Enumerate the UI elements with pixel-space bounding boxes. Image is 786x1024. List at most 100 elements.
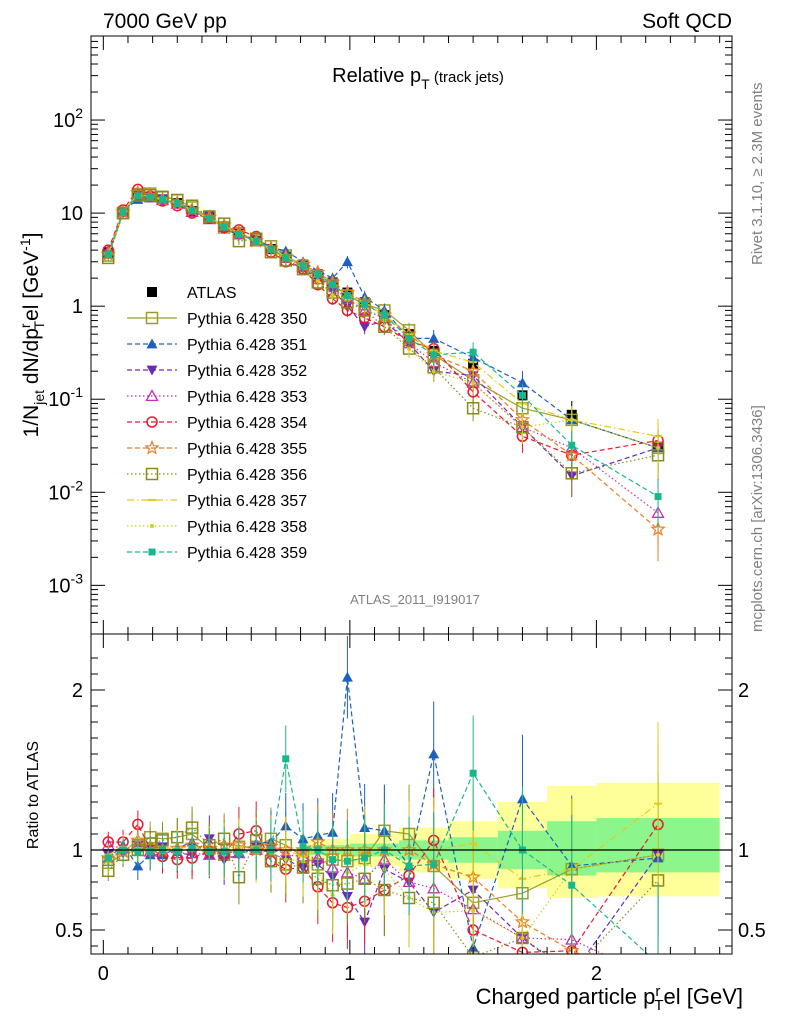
legend-item: Pythia 6.428 352 — [127, 363, 307, 380]
data-point — [158, 196, 166, 204]
rivet-version-text: Rivet 3.1.10, ≥ 2.3M events — [749, 83, 766, 266]
mcplots-credit-text: mcplots.cern.ch [arXiv:1306.3436] — [749, 405, 766, 632]
data-point — [469, 348, 477, 356]
main-plot-title: Relative pT (track jets) — [332, 65, 504, 92]
ratio-y-tick-label-right: 0.5 — [738, 920, 766, 942]
legend-item: Pythia 6.428 351 — [127, 337, 307, 354]
ratio-point — [656, 852, 661, 857]
ratio-point — [469, 769, 477, 777]
ratio-point — [471, 908, 476, 913]
legend-marker — [145, 311, 159, 325]
legend-item: Pythia 6.428 353 — [127, 389, 307, 406]
data-point — [654, 493, 662, 501]
legend-item: Pythia 6.428 358 — [127, 519, 307, 536]
series-line — [107, 193, 659, 477]
data-point — [516, 377, 528, 388]
ratio-point — [173, 848, 181, 856]
legend-label: Pythia 6.428 356 — [187, 467, 307, 484]
ratio-point — [104, 854, 112, 862]
data-point — [428, 332, 440, 343]
data-point — [220, 223, 228, 231]
legend-label: Pythia 6.428 351 — [187, 337, 307, 354]
ratio-point — [283, 857, 288, 862]
ratio-y-axis-label: Ratio to ATLAS — [25, 741, 42, 849]
ratio-panel-frame — [90, 633, 733, 955]
legend-label: Pythia 6.428 350 — [187, 311, 307, 328]
y-tick-label: 10-1 — [48, 384, 83, 411]
ratio-point — [655, 960, 662, 967]
data-point — [143, 188, 157, 202]
legend-label: Pythia 6.428 354 — [187, 415, 307, 432]
legend-label: Pythia 6.428 355 — [187, 441, 307, 458]
data-point — [405, 334, 413, 342]
legend-item: Pythia 6.428 356 — [127, 467, 307, 484]
data-point — [520, 425, 525, 430]
data-point — [235, 230, 243, 238]
y-tick-label: 10-3 — [48, 570, 83, 597]
y-tick-label: 1 — [72, 296, 83, 318]
ratio-point — [405, 862, 413, 870]
ratio-point — [341, 671, 353, 682]
ratio-point — [469, 842, 478, 845]
data-point — [565, 467, 578, 480]
data-point — [146, 193, 154, 201]
main-panel: 10-3 10-2 10-1 1 10 102 Relative pT (track je… — [17, 35, 733, 635]
data-point — [315, 278, 320, 283]
header-left-text: 7000 GeV pp — [103, 10, 227, 33]
legend-item: ATLAS — [147, 285, 237, 302]
legend-label: ATLAS — [187, 285, 237, 302]
data-point — [116, 206, 130, 220]
analysis-watermark: ATLAS_2011_I919017 — [350, 592, 480, 607]
y-tick-label: 10 — [61, 203, 83, 225]
legend-label: Pythia 6.428 353 — [187, 389, 307, 406]
legend-label: Pythia 6.428 357 — [187, 493, 307, 510]
data-point — [341, 256, 353, 267]
data-point — [282, 254, 290, 262]
data-point — [471, 380, 476, 385]
series-354 — [102, 183, 664, 477]
ratio-panel: 0.5 0.5 1 1 2 2 0 1 2 Ratio to ATLAS Charged pa… — [25, 633, 766, 1014]
legend-marker — [146, 338, 158, 349]
data-point — [131, 189, 145, 202]
legend-item: Pythia 6.428 359 — [127, 545, 307, 562]
data-point — [466, 401, 480, 415]
ratio-point — [205, 848, 213, 856]
data-point — [650, 521, 666, 536]
x-axis-label: Charged particle pr Tel [GeV] — [476, 983, 743, 1014]
legend-item: Pythia 6.428 357 — [127, 493, 307, 510]
ratio-point — [430, 860, 438, 868]
data-point — [431, 369, 436, 374]
ratio-y-tick-label: 2 — [72, 680, 83, 702]
data-point — [407, 346, 412, 351]
series-359 — [104, 192, 662, 529]
ratio-point — [520, 936, 525, 940]
main-y-axis-label: 1/Njet dN/dprTel [GeV-1] — [17, 233, 47, 438]
data-point — [188, 207, 196, 215]
data-point — [299, 262, 307, 270]
data-point — [267, 245, 275, 253]
legend-label: Pythia 6.428 352 — [187, 363, 307, 380]
legend-marker — [148, 548, 156, 556]
ratio-y-tick-label: 1 — [72, 840, 83, 862]
ratio-point — [343, 857, 351, 865]
legend-label: Pythia 6.428 358 — [187, 519, 307, 536]
ratio-point — [428, 748, 440, 759]
header-right-text: Soft QCD — [642, 10, 732, 33]
data-point — [252, 237, 260, 245]
x-tick-label: 1 — [344, 963, 355, 985]
ratio-point — [568, 881, 576, 889]
ratio-point — [566, 970, 577, 980]
ratio-point — [566, 966, 577, 977]
data-point — [134, 192, 142, 200]
uncertainty-bands — [300, 782, 720, 898]
ratio-point — [329, 856, 337, 864]
legend-label: Pythia 6.428 359 — [187, 545, 307, 562]
legend-marker — [146, 416, 158, 428]
data-point — [104, 250, 112, 258]
data-point — [361, 300, 369, 308]
ratio-y-tick-label-right: 1 — [738, 840, 749, 862]
data-point — [430, 351, 438, 359]
x-tick-label: 2 — [591, 963, 602, 985]
legend-item: Pythia 6.428 355 — [127, 439, 307, 458]
ratio-point — [235, 849, 243, 857]
